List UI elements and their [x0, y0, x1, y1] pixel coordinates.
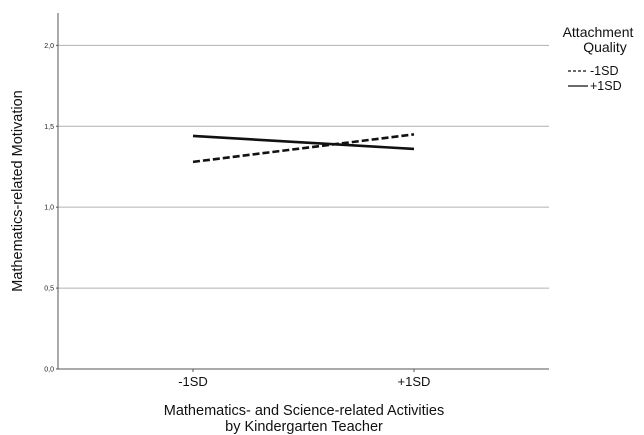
y-tick-label: 0,0 [44, 367, 54, 374]
legend-title-line2: Quality [583, 39, 627, 55]
y-tick-label: 0,5 [44, 286, 54, 293]
legend-title-line1: Attachment [563, 24, 634, 40]
series-line-plus-1sd [192, 134, 415, 151]
legend-entry-plus-1sd: +1SD [590, 79, 622, 93]
y-tick-label: 1,0 [44, 205, 54, 212]
x-axis-title-line2: by Kindergarten Teacher [225, 419, 383, 435]
y-tick-labels: 0,0 0,5 1,0 1,5 2,0 [44, 43, 58, 374]
x-tick-label: +1SD [398, 374, 431, 389]
x-tick-label: -1SD [178, 374, 208, 389]
gridlines [58, 44, 549, 289]
legend: Attachment Quality -1SD +1SD [563, 24, 634, 93]
y-tick-label: 1,5 [44, 124, 54, 131]
x-axis-title-line1: Mathematics- and Science-related Activit… [164, 403, 444, 419]
series-line-minus-1sd [192, 133, 415, 164]
y-tick-label: 2,0 [44, 43, 54, 50]
y-axis-title: Mathematics-related Motivation [10, 90, 26, 291]
x-tick-labels: -1SD +1SD [178, 369, 430, 389]
legend-entry-minus-1sd: -1SD [590, 64, 618, 78]
series-lines [192, 133, 415, 164]
